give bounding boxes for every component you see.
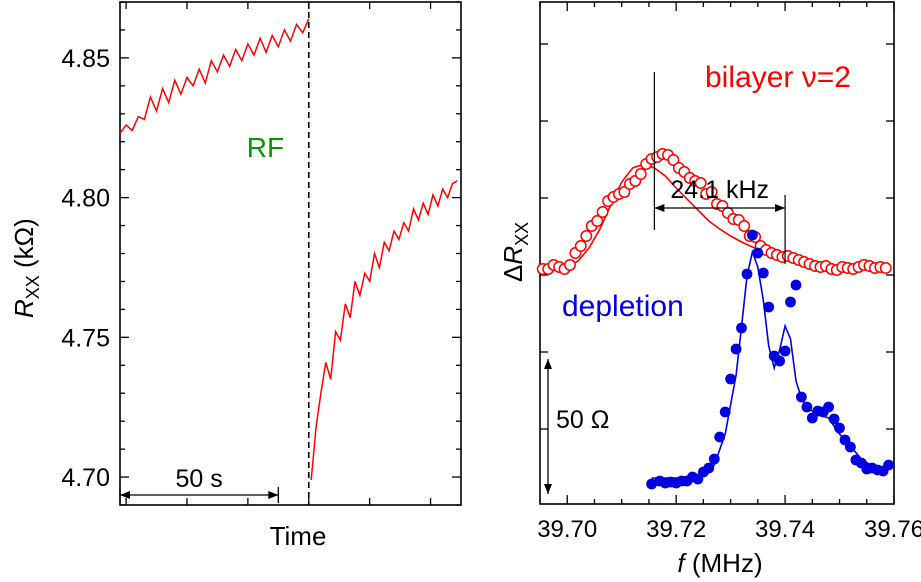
depletion-data-point xyxy=(801,401,813,413)
bilayer-data-points xyxy=(536,148,892,276)
peak-width-arrow-left xyxy=(654,204,665,212)
right-plot-frame xyxy=(539,1,895,505)
time-scale-bar-arrow-left xyxy=(120,491,130,499)
bilayer-data-point xyxy=(705,186,718,198)
peak-width-annotation: 24.1 kHz xyxy=(653,72,786,264)
right-y-axis-label-subscript: XX xyxy=(512,222,532,246)
depletion-data-point xyxy=(719,406,731,418)
right-y-axis-label: ΔRXX xyxy=(498,222,532,282)
bilayer-data-point xyxy=(667,154,680,166)
left-y-axis-label-subscript: XX xyxy=(23,275,43,299)
left-y-axis-label-symbol: R xyxy=(9,299,39,318)
depletion-data-point xyxy=(646,478,657,490)
left-y-tick-label: 4.85 xyxy=(61,45,110,73)
right-x-tick-label: 39.74 xyxy=(755,516,815,543)
time-scale-bar-arrow-right xyxy=(268,491,279,499)
left-y-tick-label: 4.75 xyxy=(61,324,110,352)
bilayer-data-point xyxy=(596,206,609,218)
depletion-data-point xyxy=(747,229,758,241)
bilayer-data-point xyxy=(618,186,631,198)
depletion-series-label: depletion xyxy=(562,290,684,323)
right-x-axis-label-unit: (MHz) xyxy=(685,548,763,578)
resistance-scale-bar-arrow-bottom xyxy=(544,484,552,494)
depletion-data-point xyxy=(883,459,894,471)
depletion-data-point xyxy=(785,296,796,308)
bilayer-data-point xyxy=(879,262,892,274)
depletion-data-point xyxy=(790,279,802,291)
left-panel: 4.70 4.75 4.80 4.85 RF 50 s Time RXX (kΩ) xyxy=(9,1,462,551)
right-x-tick-label: 39.72 xyxy=(646,516,706,543)
resistance-scale-bar-label: 50 Ω xyxy=(556,406,609,434)
bilayer-data-point xyxy=(738,220,751,232)
right-panel: 39.70 39.72 39.74 39.76 bilayer ν=2 depleti… xyxy=(498,1,921,578)
right-x-axis-label: f (MHz) xyxy=(677,548,762,578)
depletion-data-point xyxy=(845,441,856,453)
left-y-axis-label: RXX (kΩ) xyxy=(9,218,43,318)
left-y-tick-label: 4.80 xyxy=(61,185,110,213)
bilayer-data-point xyxy=(591,215,604,227)
depletion-data-point xyxy=(779,345,791,357)
left-y-tick-label: 4.70 xyxy=(61,464,110,492)
depletion-data-point xyxy=(708,453,720,465)
time-scale-bar: 50 s xyxy=(119,465,279,503)
bilayer-data-point xyxy=(634,168,647,180)
depletion-data-point xyxy=(714,431,726,443)
left-x-axis-label: Time xyxy=(270,521,327,551)
right-y-ticks xyxy=(540,43,894,430)
resistance-scale-bar: 50 Ω xyxy=(544,359,609,494)
left-x-ticks xyxy=(125,2,432,505)
bilayer-data-point xyxy=(574,240,587,252)
bilayer-series-label: bilayer ν=2 xyxy=(705,61,851,94)
resistance-trace-after-rf xyxy=(310,180,458,480)
left-plot-frame xyxy=(119,1,462,506)
right-y-axis-label-symbol: R xyxy=(498,246,528,265)
right-y-axis-label-delta: Δ xyxy=(498,265,528,282)
right-x-ticks: 39.70 39.72 39.74 39.76 xyxy=(537,2,921,543)
depletion-data-point xyxy=(834,422,845,434)
depletion-data-point xyxy=(763,301,775,313)
depletion-data-point xyxy=(703,462,715,474)
bilayer-data-point xyxy=(580,230,593,242)
depletion-data-point xyxy=(796,391,807,403)
time-scale-bar-label: 50 s xyxy=(176,465,223,493)
depletion-data-point xyxy=(730,343,742,355)
depletion-data-point xyxy=(823,401,834,413)
rf-label: RF xyxy=(247,132,284,163)
depletion-data-points xyxy=(646,229,894,490)
peak-width-arrow-right xyxy=(775,204,786,212)
right-x-tick-label: 39.76 xyxy=(864,516,921,543)
depletion-data-point xyxy=(828,413,840,425)
depletion-data-point xyxy=(736,322,747,334)
right-x-tick-label: 39.70 xyxy=(537,516,597,543)
depletion-data-point xyxy=(752,247,764,259)
peak-width-label: 24.1 kHz xyxy=(670,176,769,204)
resistance-trace-before-rf xyxy=(119,18,310,134)
resistance-scale-bar-arrow-top xyxy=(544,359,552,369)
bilayer-data-point xyxy=(564,259,576,271)
bilayer-data-point xyxy=(694,177,707,189)
depletion-data-point xyxy=(774,355,785,367)
right-x-axis-label-symbol: f xyxy=(677,548,687,578)
left-y-ticks: 4.70 4.75 4.80 4.85 xyxy=(61,1,461,506)
depletion-data-point xyxy=(725,373,736,385)
depletion-data-point xyxy=(741,268,753,280)
left-y-axis-label-unit: (kΩ) xyxy=(9,218,39,275)
depletion-data-point xyxy=(757,267,769,279)
